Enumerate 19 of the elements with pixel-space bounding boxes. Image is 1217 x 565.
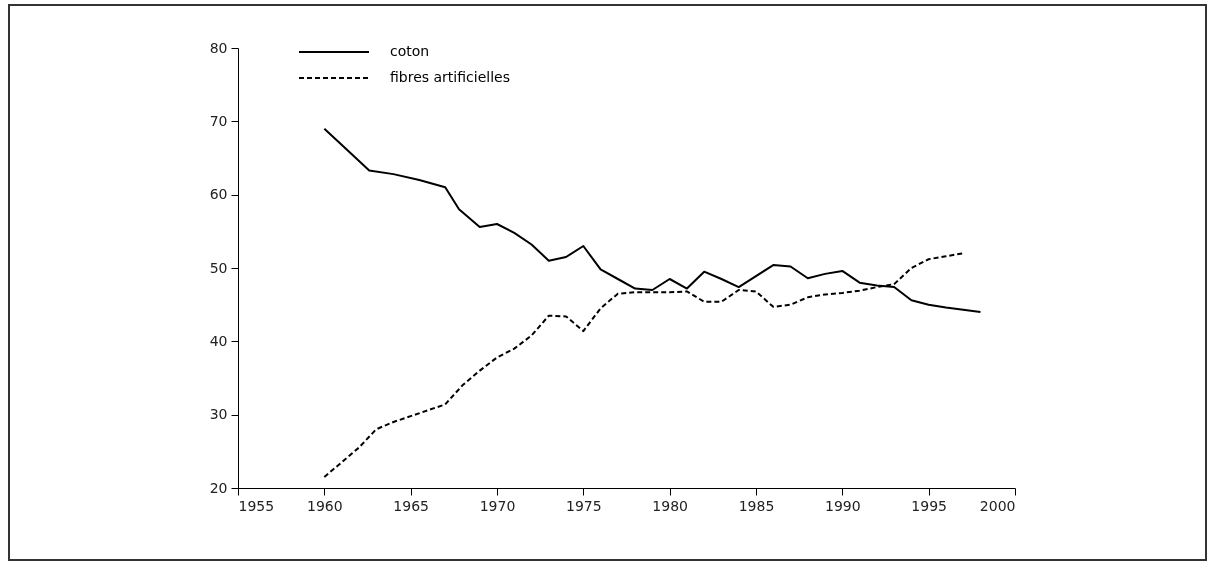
y-tick-label: 70	[209, 112, 228, 129]
y-tick-label: 50	[209, 259, 228, 276]
x-tick-label: 2000	[979, 497, 1016, 514]
x-tick-label: 1995	[911, 497, 947, 514]
x-tick-label: 1990	[825, 497, 861, 514]
x-tick-label: 1985	[738, 497, 775, 514]
y-tick-label: 40	[209, 332, 228, 349]
y-tick-label: 80	[209, 39, 228, 56]
y-tick-label: 60	[209, 186, 228, 203]
x-tick-label: 1970	[479, 497, 516, 514]
x-tick-label: 1960	[307, 497, 343, 514]
x-tick-label: 1980	[652, 497, 688, 514]
x-tick-label: 1965	[393, 497, 429, 514]
x-tick-label: 1975	[566, 497, 602, 514]
legend-label: fibres artificielles	[390, 69, 510, 85]
x-tick-label: 1955	[238, 497, 275, 514]
legend-label: coton	[390, 43, 430, 59]
y-tick-label: 20	[209, 479, 228, 496]
y-tick-label: 30	[209, 406, 228, 423]
